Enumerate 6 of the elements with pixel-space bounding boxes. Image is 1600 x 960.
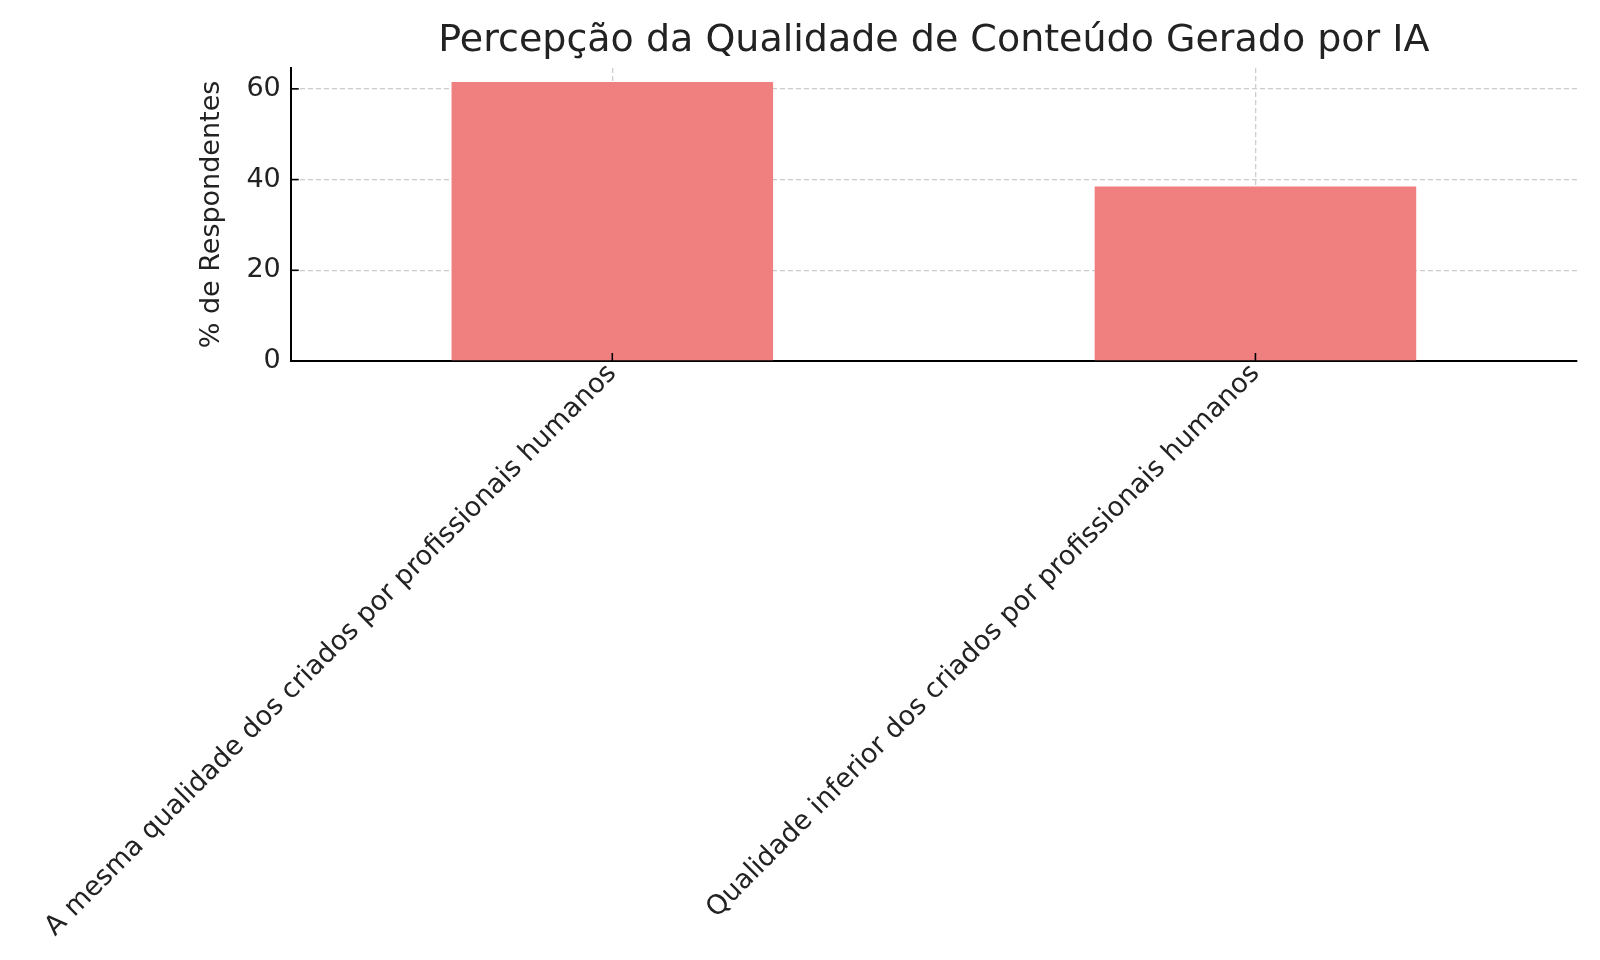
y-tick-label: 40 [246,161,281,193]
y-tick-label: 0 [263,343,281,375]
y-axis-title: % de Respondentes [194,80,226,349]
chart-title: Percepção da Qualidade de Conteúdo Gerado por IA [438,15,1430,60]
y-tick-label: 20 [246,252,281,284]
y-tick-label: 60 [246,70,281,102]
